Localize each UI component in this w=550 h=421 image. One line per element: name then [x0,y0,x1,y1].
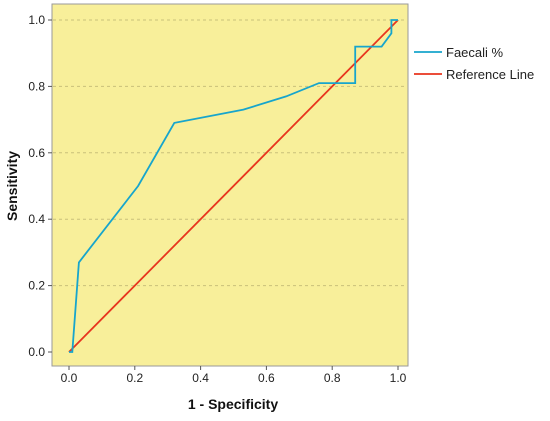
legend-label: Faecali % [446,45,504,60]
gridlines [53,19,407,287]
legend-label: Reference Line [446,67,534,82]
y-tick-label: 0.4 [28,212,45,226]
x-tick-label: 1.0 [390,371,407,385]
tick-labels: 0.0 0.2 0.4 0.6 0.8 1.0 0.0 0.2 0.4 0.6 0.8 1.0 [28,13,406,385]
y-tick-label: 0.2 [28,279,45,293]
y-tick-label: 0.6 [28,146,45,160]
y-tick-label: 0.0 [28,345,45,359]
y-axis-title: Sensitivity [4,151,20,221]
x-axis-title: 1 - Specificity [188,396,278,412]
x-tick-label: 0.0 [61,371,78,385]
legend: Faecali % Reference Line [414,45,534,82]
plot-area [51,3,409,367]
y-tick-label: 0.8 [28,79,45,93]
series-line-faecali [69,19,398,353]
x-tick-label: 0.8 [324,371,341,385]
x-tick-label: 0.4 [192,371,209,385]
x-tick-label: 0.2 [126,371,143,385]
x-tick-label: 0.6 [258,371,275,385]
y-tick-label: 1.0 [28,13,45,27]
series-lines [68,19,399,353]
series-line-reference [68,19,399,353]
axes [48,19,399,370]
